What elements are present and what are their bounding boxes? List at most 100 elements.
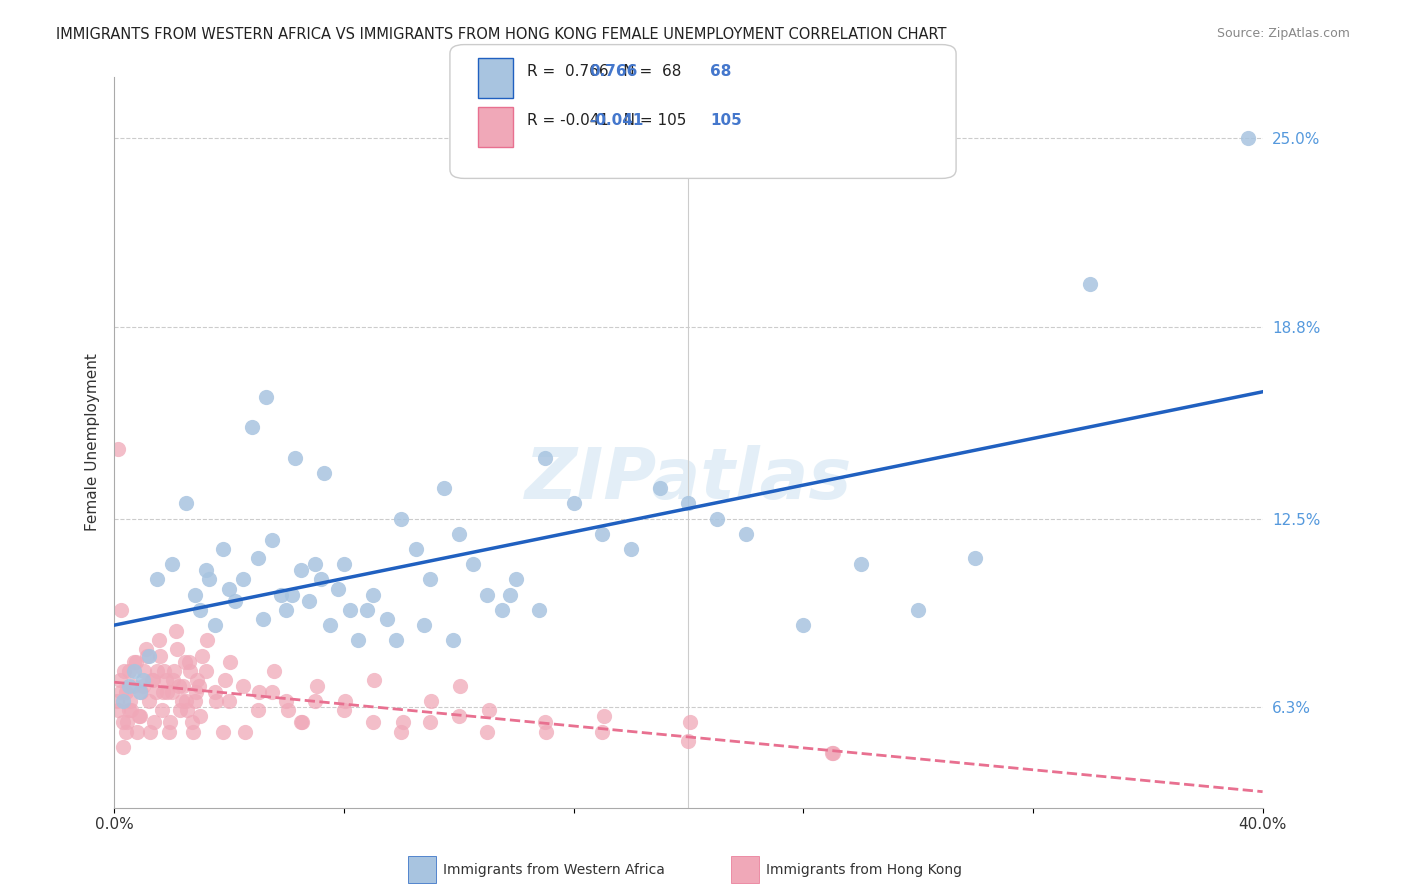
Point xyxy=(277,703,299,717)
Text: R =  0.766   N =  68: R = 0.766 N = 68 xyxy=(527,64,682,78)
Point xyxy=(262,685,284,699)
Point xyxy=(153,664,176,678)
Point xyxy=(219,655,242,669)
Point xyxy=(419,715,441,730)
Point xyxy=(186,673,208,687)
Point xyxy=(118,703,141,717)
Point xyxy=(1078,277,1101,292)
Point xyxy=(128,709,150,723)
Text: ZIPatlas: ZIPatlas xyxy=(524,444,852,514)
Point xyxy=(141,673,163,687)
Point xyxy=(318,618,340,632)
Point xyxy=(146,573,169,587)
Point xyxy=(254,390,277,404)
Point xyxy=(111,694,134,708)
Point xyxy=(290,563,312,577)
Point xyxy=(391,715,413,730)
Point xyxy=(224,594,246,608)
Point xyxy=(304,694,326,708)
Text: R = -0.041   N = 105: R = -0.041 N = 105 xyxy=(527,113,686,128)
Point xyxy=(131,685,153,699)
Point xyxy=(188,709,211,723)
Text: 105: 105 xyxy=(710,113,742,128)
Point xyxy=(190,648,212,663)
Point xyxy=(361,715,384,730)
Point xyxy=(195,664,218,678)
Point xyxy=(107,442,129,456)
Text: Source: ZipAtlas.com: Source: ZipAtlas.com xyxy=(1216,27,1350,40)
Point xyxy=(233,724,256,739)
Point xyxy=(143,715,166,730)
Point xyxy=(167,679,190,693)
Point xyxy=(170,694,193,708)
Point xyxy=(108,673,131,687)
Point xyxy=(420,694,443,708)
Point xyxy=(477,588,499,602)
Point xyxy=(246,703,269,717)
Point xyxy=(163,664,186,678)
Text: Immigrants from Western Africa: Immigrants from Western Africa xyxy=(443,863,665,877)
Point xyxy=(135,642,157,657)
Point xyxy=(165,624,187,639)
Point xyxy=(139,724,162,739)
Point xyxy=(252,612,274,626)
Point xyxy=(112,664,135,678)
Point xyxy=(792,618,814,632)
Point xyxy=(441,633,464,648)
Point xyxy=(132,679,155,693)
Point xyxy=(678,496,700,510)
Point xyxy=(138,648,160,663)
Point xyxy=(284,450,307,465)
Point xyxy=(152,685,174,699)
Text: Immigrants from Hong Kong: Immigrants from Hong Kong xyxy=(766,863,962,877)
Point xyxy=(333,703,356,717)
Point xyxy=(124,664,146,678)
Point xyxy=(305,679,328,693)
Point xyxy=(176,703,198,717)
Point xyxy=(212,724,235,739)
Point xyxy=(620,542,643,557)
Point xyxy=(166,642,188,657)
Point xyxy=(491,603,513,617)
Point xyxy=(157,724,180,739)
Point xyxy=(281,588,304,602)
Text: 0.766: 0.766 xyxy=(589,64,637,78)
Point xyxy=(172,679,194,693)
Y-axis label: Female Unemployment: Female Unemployment xyxy=(86,353,100,532)
Point xyxy=(155,673,177,687)
Point xyxy=(449,679,471,693)
Point xyxy=(562,496,585,510)
Point xyxy=(117,679,139,693)
Point xyxy=(240,420,263,434)
Point xyxy=(117,664,139,678)
Point xyxy=(115,724,138,739)
Point xyxy=(111,715,134,730)
Point xyxy=(309,573,332,587)
Point xyxy=(276,694,298,708)
Point xyxy=(263,664,285,678)
Point xyxy=(121,679,143,693)
Point xyxy=(247,685,270,699)
Point xyxy=(356,603,378,617)
Point xyxy=(413,618,436,632)
Point xyxy=(146,664,169,678)
Point xyxy=(180,715,202,730)
Point xyxy=(270,588,292,602)
Point xyxy=(159,715,181,730)
Point xyxy=(433,481,456,495)
Point xyxy=(136,648,159,663)
Point xyxy=(339,603,361,617)
Point xyxy=(214,673,236,687)
Point xyxy=(125,655,148,669)
Point xyxy=(290,715,312,730)
Point xyxy=(169,703,191,717)
Point xyxy=(505,573,527,587)
Point xyxy=(204,685,226,699)
Point xyxy=(478,703,501,717)
Point xyxy=(447,709,470,723)
Point xyxy=(679,715,702,730)
Point xyxy=(276,603,298,617)
Point xyxy=(534,450,557,465)
Text: 68: 68 xyxy=(710,64,731,78)
Text: IMMIGRANTS FROM WESTERN AFRICA VS IMMIGRANTS FROM HONG KONG FEMALE UNEMPLOYMENT : IMMIGRANTS FROM WESTERN AFRICA VS IMMIGR… xyxy=(56,27,946,42)
